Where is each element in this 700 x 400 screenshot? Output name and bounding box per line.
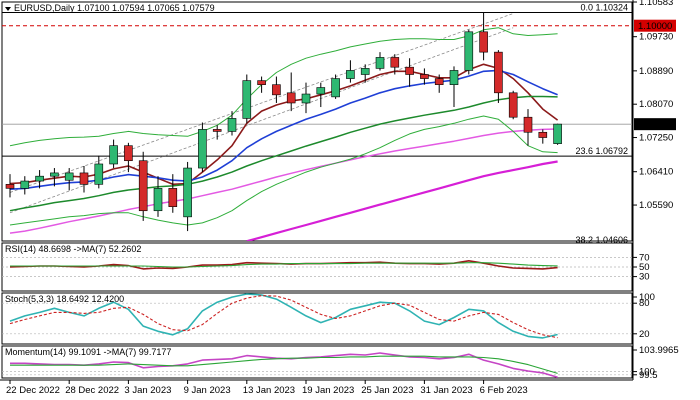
candle-bearish <box>79 172 89 185</box>
candle-bearish <box>286 92 296 104</box>
overlay-line-bollinger <box>9 115 558 226</box>
trend-channel-line <box>9 27 514 214</box>
indicator-tick-label: 99.5 <box>639 370 658 381</box>
time-tick-label: 19 Jan 2023 <box>302 385 354 396</box>
candle-bullish <box>50 172 59 177</box>
panel-frame-3 <box>1 345 633 379</box>
candle-bearish <box>390 57 400 68</box>
candle-bearish <box>272 84 281 96</box>
candle-bullish <box>94 163 104 185</box>
indicator-panel-3 <box>2 352 632 378</box>
candle-bearish <box>494 51 503 94</box>
price-tick-label: 1.07250 <box>639 133 673 144</box>
collapse-triangle-icon <box>5 7 11 11</box>
candle-bearish <box>405 66 414 75</box>
candle-bullish <box>242 80 252 119</box>
candle-bullish <box>35 175 44 182</box>
indicator-tick-label: 50 <box>639 262 650 273</box>
indicator-series-rsi_line <box>9 259 558 270</box>
candle-bearish <box>479 31 488 53</box>
candle-bullish <box>20 180 30 189</box>
indicator-title: RSI(14) 48.6698 ->MA(7) 52.2602 <box>5 244 141 254</box>
candle-bearish <box>434 78 444 85</box>
indicator-tick-label: 70 <box>639 252 650 263</box>
trend-channel-line <box>9 13 514 193</box>
candle-bullish <box>375 57 385 69</box>
candle-bearish <box>5 184 15 189</box>
indicator-tick-label: 30 <box>639 272 650 283</box>
time-tick-label: 6 Feb 2023 <box>480 385 528 396</box>
candle-bullish <box>331 78 340 98</box>
price-tick-label: 1.05590 <box>639 200 673 211</box>
indicator-tick-label: 20 <box>639 329 650 340</box>
indicator-tick-label: 80 <box>639 298 650 309</box>
candle-bullish <box>360 68 370 75</box>
price-tag-bg <box>634 19 676 32</box>
price-tag-label: 1.10000 <box>638 21 672 32</box>
fib-level-label: 23.6 1.06792 <box>575 146 628 156</box>
overlay-line-ma_200_bold <box>246 160 558 241</box>
candle-bearish <box>508 92 518 118</box>
price-tag-bg <box>634 118 676 131</box>
price-title: EURUSD,Daily 1.07100 1.07594 1.07065 1.0… <box>5 3 215 13</box>
candle-bullish <box>346 70 355 79</box>
candle-bearish <box>212 129 222 132</box>
price-tick-label: 1.06410 <box>639 167 673 178</box>
candle-bearish <box>538 131 548 138</box>
chart-title: EURUSD,Daily 1.07100 1.07594 1.07065 1.0… <box>14 3 215 13</box>
candle-bullish <box>109 145 118 165</box>
price-tick-label: 1.10583 <box>639 0 673 8</box>
candle-bullish <box>153 188 163 212</box>
candle-bullish <box>301 93 311 104</box>
price-tag: 1.07579 <box>634 118 676 131</box>
time-tick-label: 9 Jan 2023 <box>184 385 231 396</box>
candle-bearish <box>138 160 148 212</box>
indicator-series-stoch_d <box>9 295 558 339</box>
indicator-series-rsi_signal <box>10 262 558 268</box>
candle-bearish <box>523 116 533 133</box>
time-tick-label: 31 Jan 2023 <box>420 385 472 396</box>
indicator-tick-label: 100 <box>639 292 655 303</box>
fib-level-label: 0.0 1.10324 <box>580 3 628 13</box>
indicator-series-mom_signal <box>10 355 558 374</box>
price-tag-label: 1.07579 <box>638 120 672 131</box>
price-tick-label: 1.08070 <box>639 99 673 110</box>
candle-bullish <box>553 123 562 144</box>
indicator-series-stoch_k <box>9 293 558 339</box>
candle-bearish <box>257 80 266 85</box>
indicator-title: Momentum(14) 99.1091 ->MA(7) 99.7177 <box>5 347 171 357</box>
price-tag: 1.10000 <box>634 19 676 32</box>
candle-bearish <box>420 74 429 79</box>
indicator-panel-1 <box>2 257 632 277</box>
candle-bullish <box>464 31 474 71</box>
indicator-tick-label: 103.9965 <box>639 345 679 356</box>
price-tick-label: 1.09730 <box>639 32 673 43</box>
panel-frame-0 <box>1 1 633 242</box>
overlay-line-ma_long <box>9 95 558 212</box>
candle-bearish <box>168 188 178 207</box>
candle-bullish <box>227 118 237 132</box>
candle-bullish <box>64 172 74 181</box>
overlay-line-ma_200 <box>9 128 558 234</box>
fib-level-label: 38.2 1.04606 <box>575 235 628 245</box>
overlay-line-ma_mid <box>9 69 558 190</box>
panel-frame-2 <box>1 292 633 345</box>
time-tick-label: 28 Dec 2022 <box>65 385 119 396</box>
time-tick-label: 22 Dec 2022 <box>6 385 60 396</box>
price-tick-label: 1.08890 <box>639 66 673 77</box>
candle-bullish <box>183 167 192 218</box>
indicator-tick-label: 100 <box>639 367 655 378</box>
candle-bullish <box>316 87 326 95</box>
candle-bullish <box>449 70 459 85</box>
indicator-panel-2 <box>2 293 632 339</box>
time-tick-label: 3 Jan 2023 <box>124 385 171 396</box>
price-panel <box>2 12 632 241</box>
time-tick-label: 13 Jan 2023 <box>243 385 295 396</box>
indicator-title: Stoch(5,3,3) 18.6492 12.4200 <box>5 294 124 304</box>
candle-bullish <box>198 129 207 169</box>
candle-bearish <box>124 145 133 162</box>
time-tick-label: 25 Jan 2023 <box>361 385 413 396</box>
